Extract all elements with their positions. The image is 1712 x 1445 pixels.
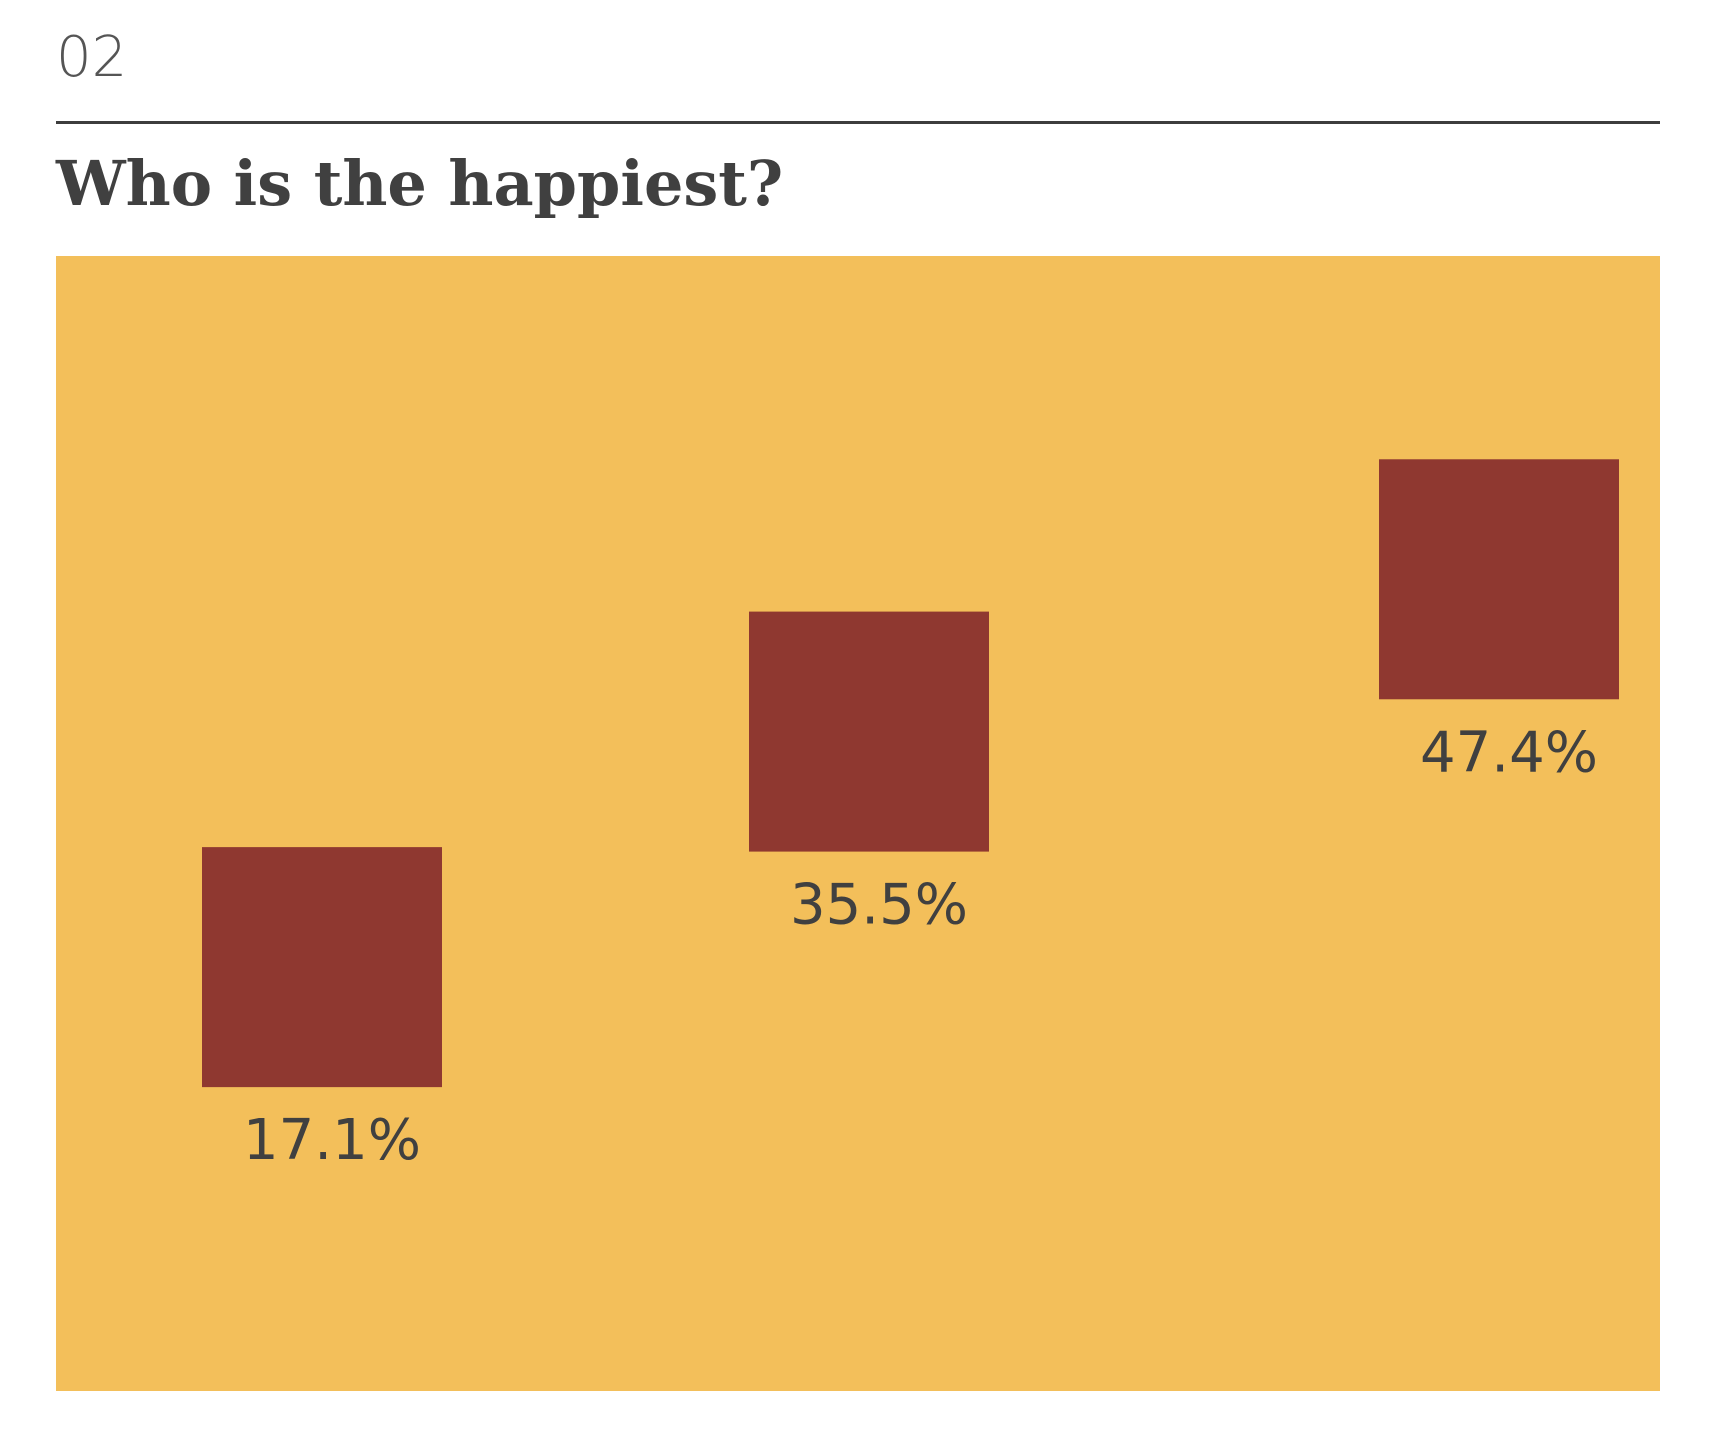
data-square-1 (202, 847, 442, 1088)
chart-title: Who is the happiest? (56, 147, 784, 220)
data-label-1: 17.1% (243, 1108, 421, 1173)
data-square-2 (749, 611, 989, 852)
chart-svg: 17.1% 35.5% 47.4% (202, 459, 1619, 1173)
section-number: 02 (56, 25, 128, 90)
chart-area: 17.1% 35.5% 47.4% (56, 256, 1660, 1391)
data-square-3 (1379, 459, 1619, 700)
header-divider (56, 121, 1660, 124)
data-label-2: 35.5% (790, 873, 968, 938)
data-label-3: 47.4% (1420, 720, 1598, 785)
